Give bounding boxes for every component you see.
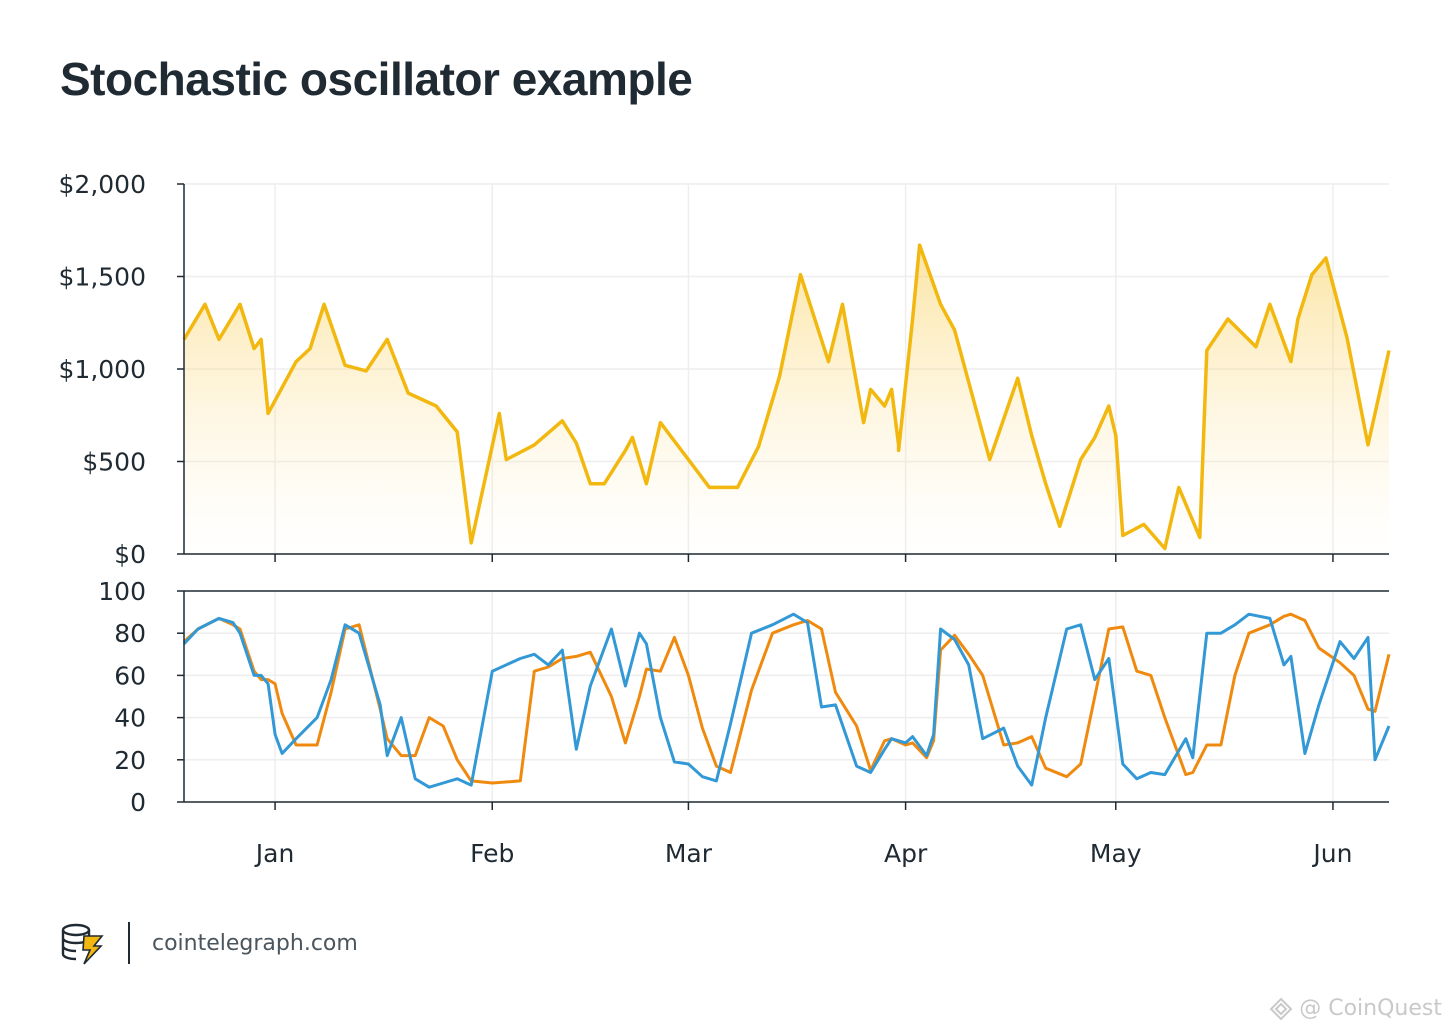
month-label: Mar — [665, 839, 713, 868]
month-label: Feb — [470, 839, 514, 868]
osc-ytick-label: 80 — [114, 619, 146, 648]
watermark-text: @ CoinQuest — [1299, 996, 1442, 1021]
month-label: Apr — [884, 839, 928, 868]
osc-ytick-label: 60 — [114, 661, 146, 690]
footer-divider — [128, 922, 130, 964]
price-ytick-label: $1,000 — [59, 355, 146, 384]
price-ytick-label: $1,500 — [59, 263, 146, 292]
slow-stochastic-line — [182, 612, 1391, 785]
osc-ytick-label: 20 — [114, 746, 146, 775]
month-label: May — [1090, 839, 1142, 868]
osc-ytick-label: 100 — [98, 577, 146, 606]
month-label: Jun — [1311, 839, 1352, 868]
price-chart — [182, 243, 1391, 554]
chart-title: Stochastic oscillator example — [60, 53, 693, 105]
oscillator-chart — [182, 612, 1391, 789]
cointelegraph-logo-icon — [61, 923, 104, 965]
oscillator-chart-grid — [184, 591, 1389, 802]
osc-ytick-label: 0 — [130, 788, 146, 817]
fast-stochastic-line — [182, 612, 1391, 789]
chart-axes: $0 $500 $1,000 $1,500 $2,000 0 20 40 60 80 100 Jan F… — [59, 170, 1389, 868]
footer: cointelegraph.com — [60, 920, 358, 966]
stochastic-chart: $0 $500 $1,000 $1,500 $2,000 0 20 40 60 80 100 Jan F… — [59, 170, 1391, 868]
price-ytick-label: $500 — [82, 448, 146, 477]
footer-site: cointelegraph.com — [152, 930, 358, 956]
watermark: @ CoinQuest — [1269, 996, 1442, 1021]
watermark-icon — [1269, 997, 1293, 1020]
price-area-fill — [184, 245, 1389, 554]
price-ytick-label: $2,000 — [59, 170, 146, 199]
price-ytick-label: $0 — [114, 540, 146, 569]
osc-ytick-label: 40 — [114, 704, 146, 733]
month-label: Jan — [254, 839, 295, 868]
